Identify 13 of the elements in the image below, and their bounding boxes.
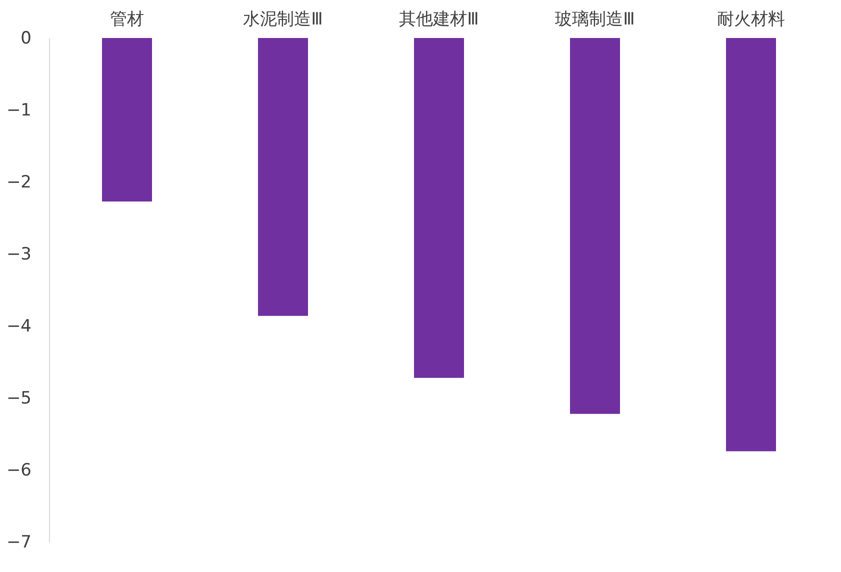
y-tick-label: 0 — [20, 28, 32, 48]
y-tick-label: −2 — [6, 172, 32, 192]
x-tick-label: 其他建材Ⅲ — [399, 10, 479, 30]
y-tick-label: −4 — [6, 316, 32, 336]
y-tick-label: −7 — [6, 532, 32, 552]
y-tick-label: −5 — [6, 388, 32, 408]
x-tick-label: 玻璃制造Ⅲ — [555, 10, 635, 30]
x-tick-label: 管材 — [110, 10, 144, 30]
y-tick-label: −3 — [6, 244, 32, 264]
y-tick-label: −6 — [6, 460, 32, 480]
x-tick-label: 水泥制造Ⅲ — [243, 10, 323, 30]
x-tick-label: 耐火材料 — [717, 10, 785, 30]
y-tick-label: −1 — [6, 100, 32, 120]
